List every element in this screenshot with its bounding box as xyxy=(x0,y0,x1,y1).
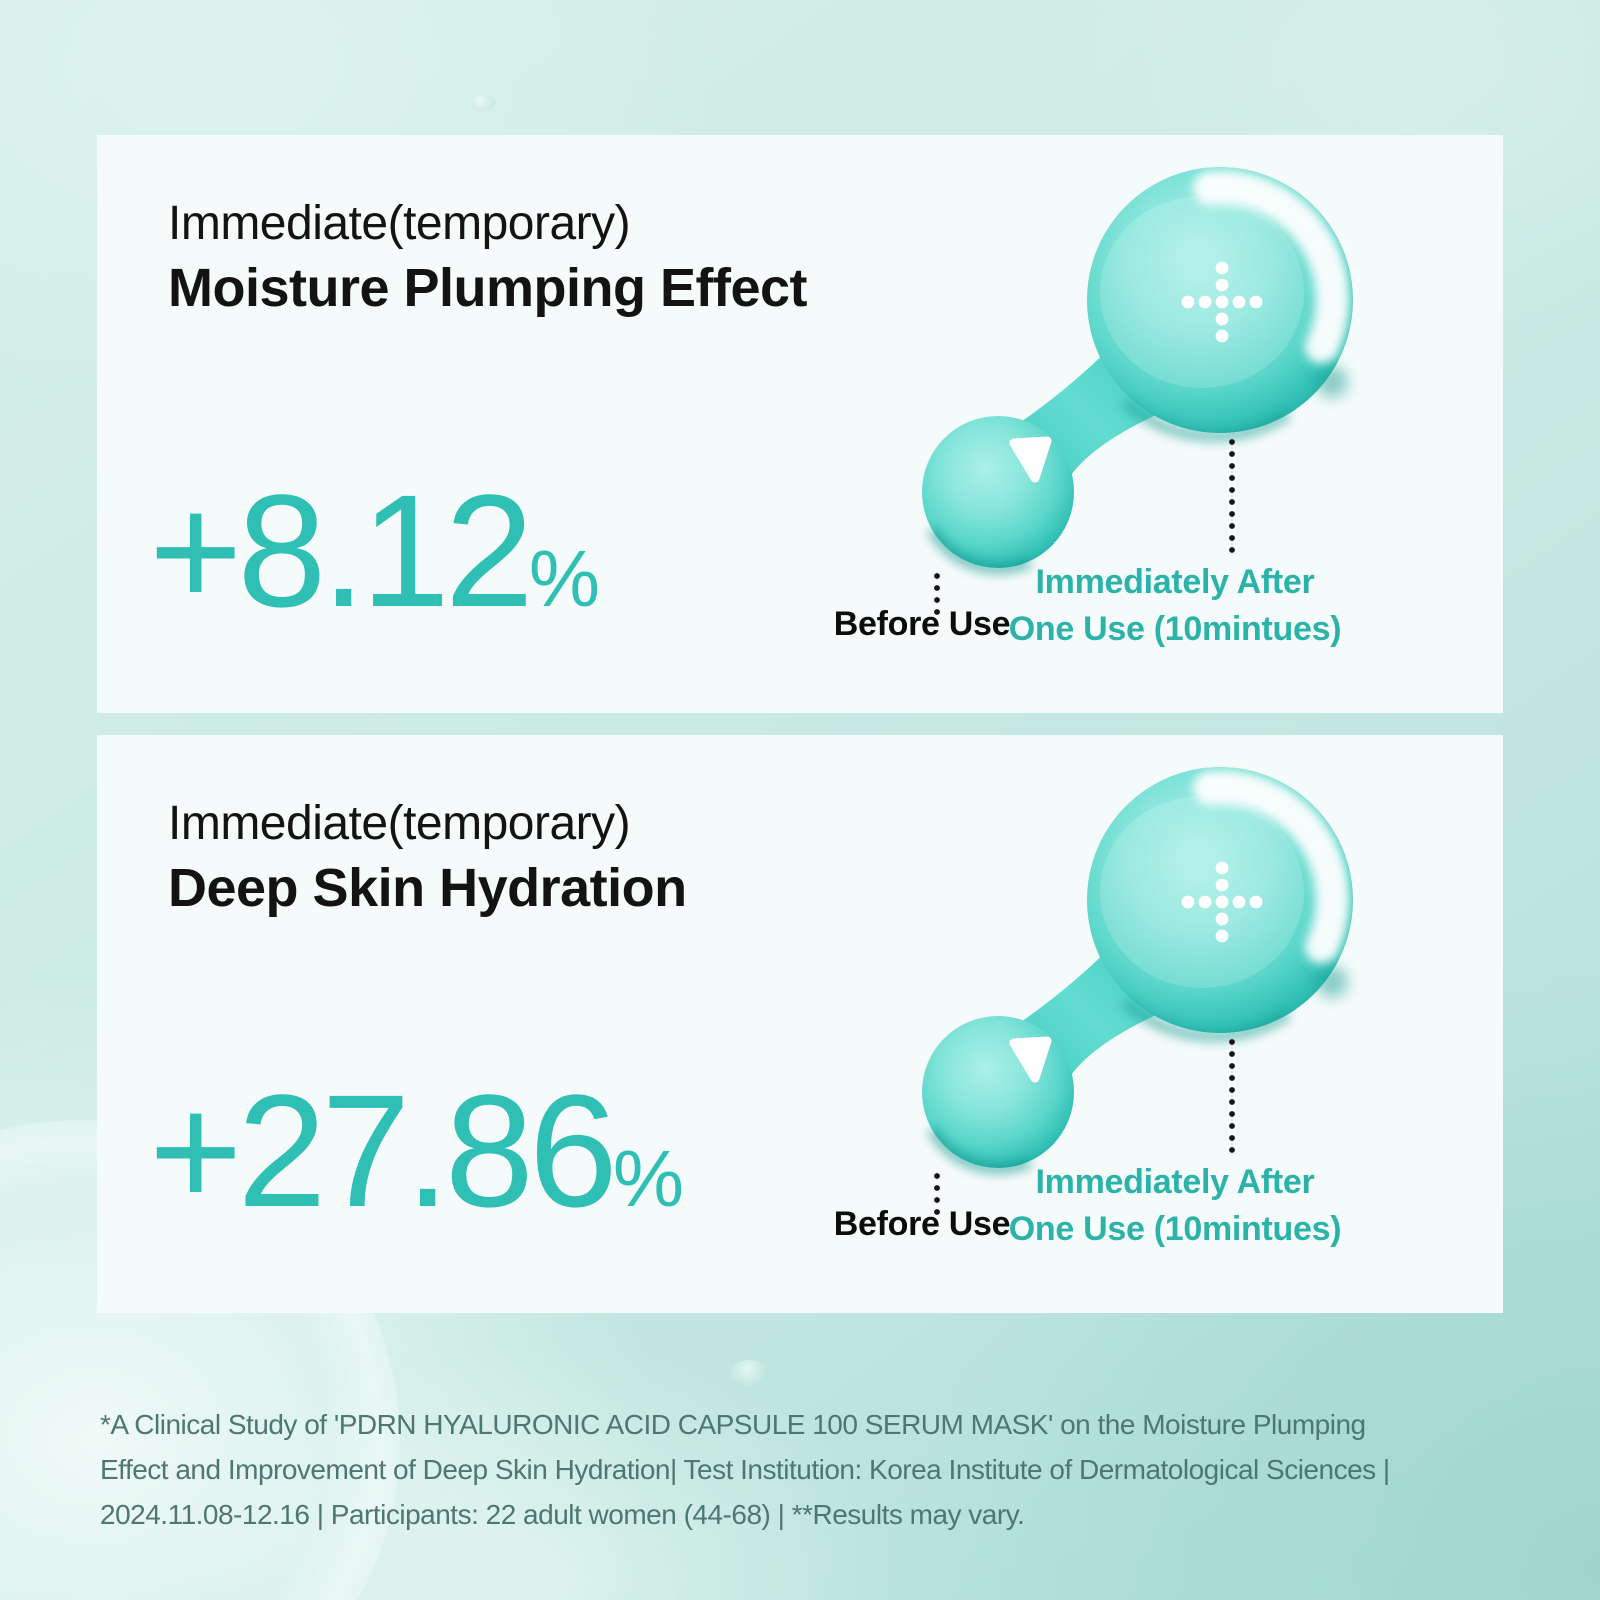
percent-sign: % xyxy=(612,1134,684,1223)
after-use-label-line2: One Use (10mintues) xyxy=(1008,610,1342,648)
after-use-label: Immediately After One Use (10mintues) xyxy=(1009,1159,1342,1253)
footnote-line: Effect and Improvement of Deep Skin Hydr… xyxy=(100,1454,1390,1485)
result-value-number: +8.12 xyxy=(149,461,534,640)
result-value: +27.86% xyxy=(149,1071,684,1259)
before-use-label: Before Use xyxy=(833,1205,1011,1243)
result-value: +8.12% xyxy=(149,471,600,659)
card-title-metric: Deep Skin Hydration xyxy=(168,858,687,918)
footnote-line: *A Clinical Study of 'PDRN HYALURONIC AC… xyxy=(100,1409,1366,1440)
card-title-block: Immediate(temporary) Moisture Plumping E… xyxy=(168,193,808,321)
after-use-label: Immediately After One Use (10mintues) xyxy=(1009,559,1342,653)
background-texture-droplet xyxy=(470,95,496,111)
result-card-deep-skin-hydration: Immediate(temporary) Deep Skin Hydration… xyxy=(97,735,1503,1313)
background-texture-droplet xyxy=(730,1360,770,1386)
card-title-block: Immediate(temporary) Deep Skin Hydration xyxy=(168,793,687,921)
after-use-label-line2: One Use (10mintues) xyxy=(1008,1210,1342,1248)
before-use-label: Before Use xyxy=(833,605,1011,643)
percent-sign: % xyxy=(528,534,600,623)
result-value-number: +27.86 xyxy=(149,1061,618,1240)
card-title-qualifier: Immediate(temporary) xyxy=(168,197,631,250)
card-title-metric: Moisture Plumping Effect xyxy=(168,258,808,318)
footnote-line: 2024.11.08-12.16 | Participants: 22 adul… xyxy=(100,1499,1025,1530)
clinical-study-footnote: *A Clinical Study of 'PDRN HYALURONIC AC… xyxy=(100,1402,1500,1537)
result-card-moisture-plumping: Immediate(temporary) Moisture Plumping E… xyxy=(97,135,1503,713)
card-title-qualifier: Immediate(temporary) xyxy=(168,797,631,850)
after-use-label-line1: Immediately After xyxy=(1035,1163,1315,1201)
after-use-label-line1: Immediately After xyxy=(1035,563,1315,601)
